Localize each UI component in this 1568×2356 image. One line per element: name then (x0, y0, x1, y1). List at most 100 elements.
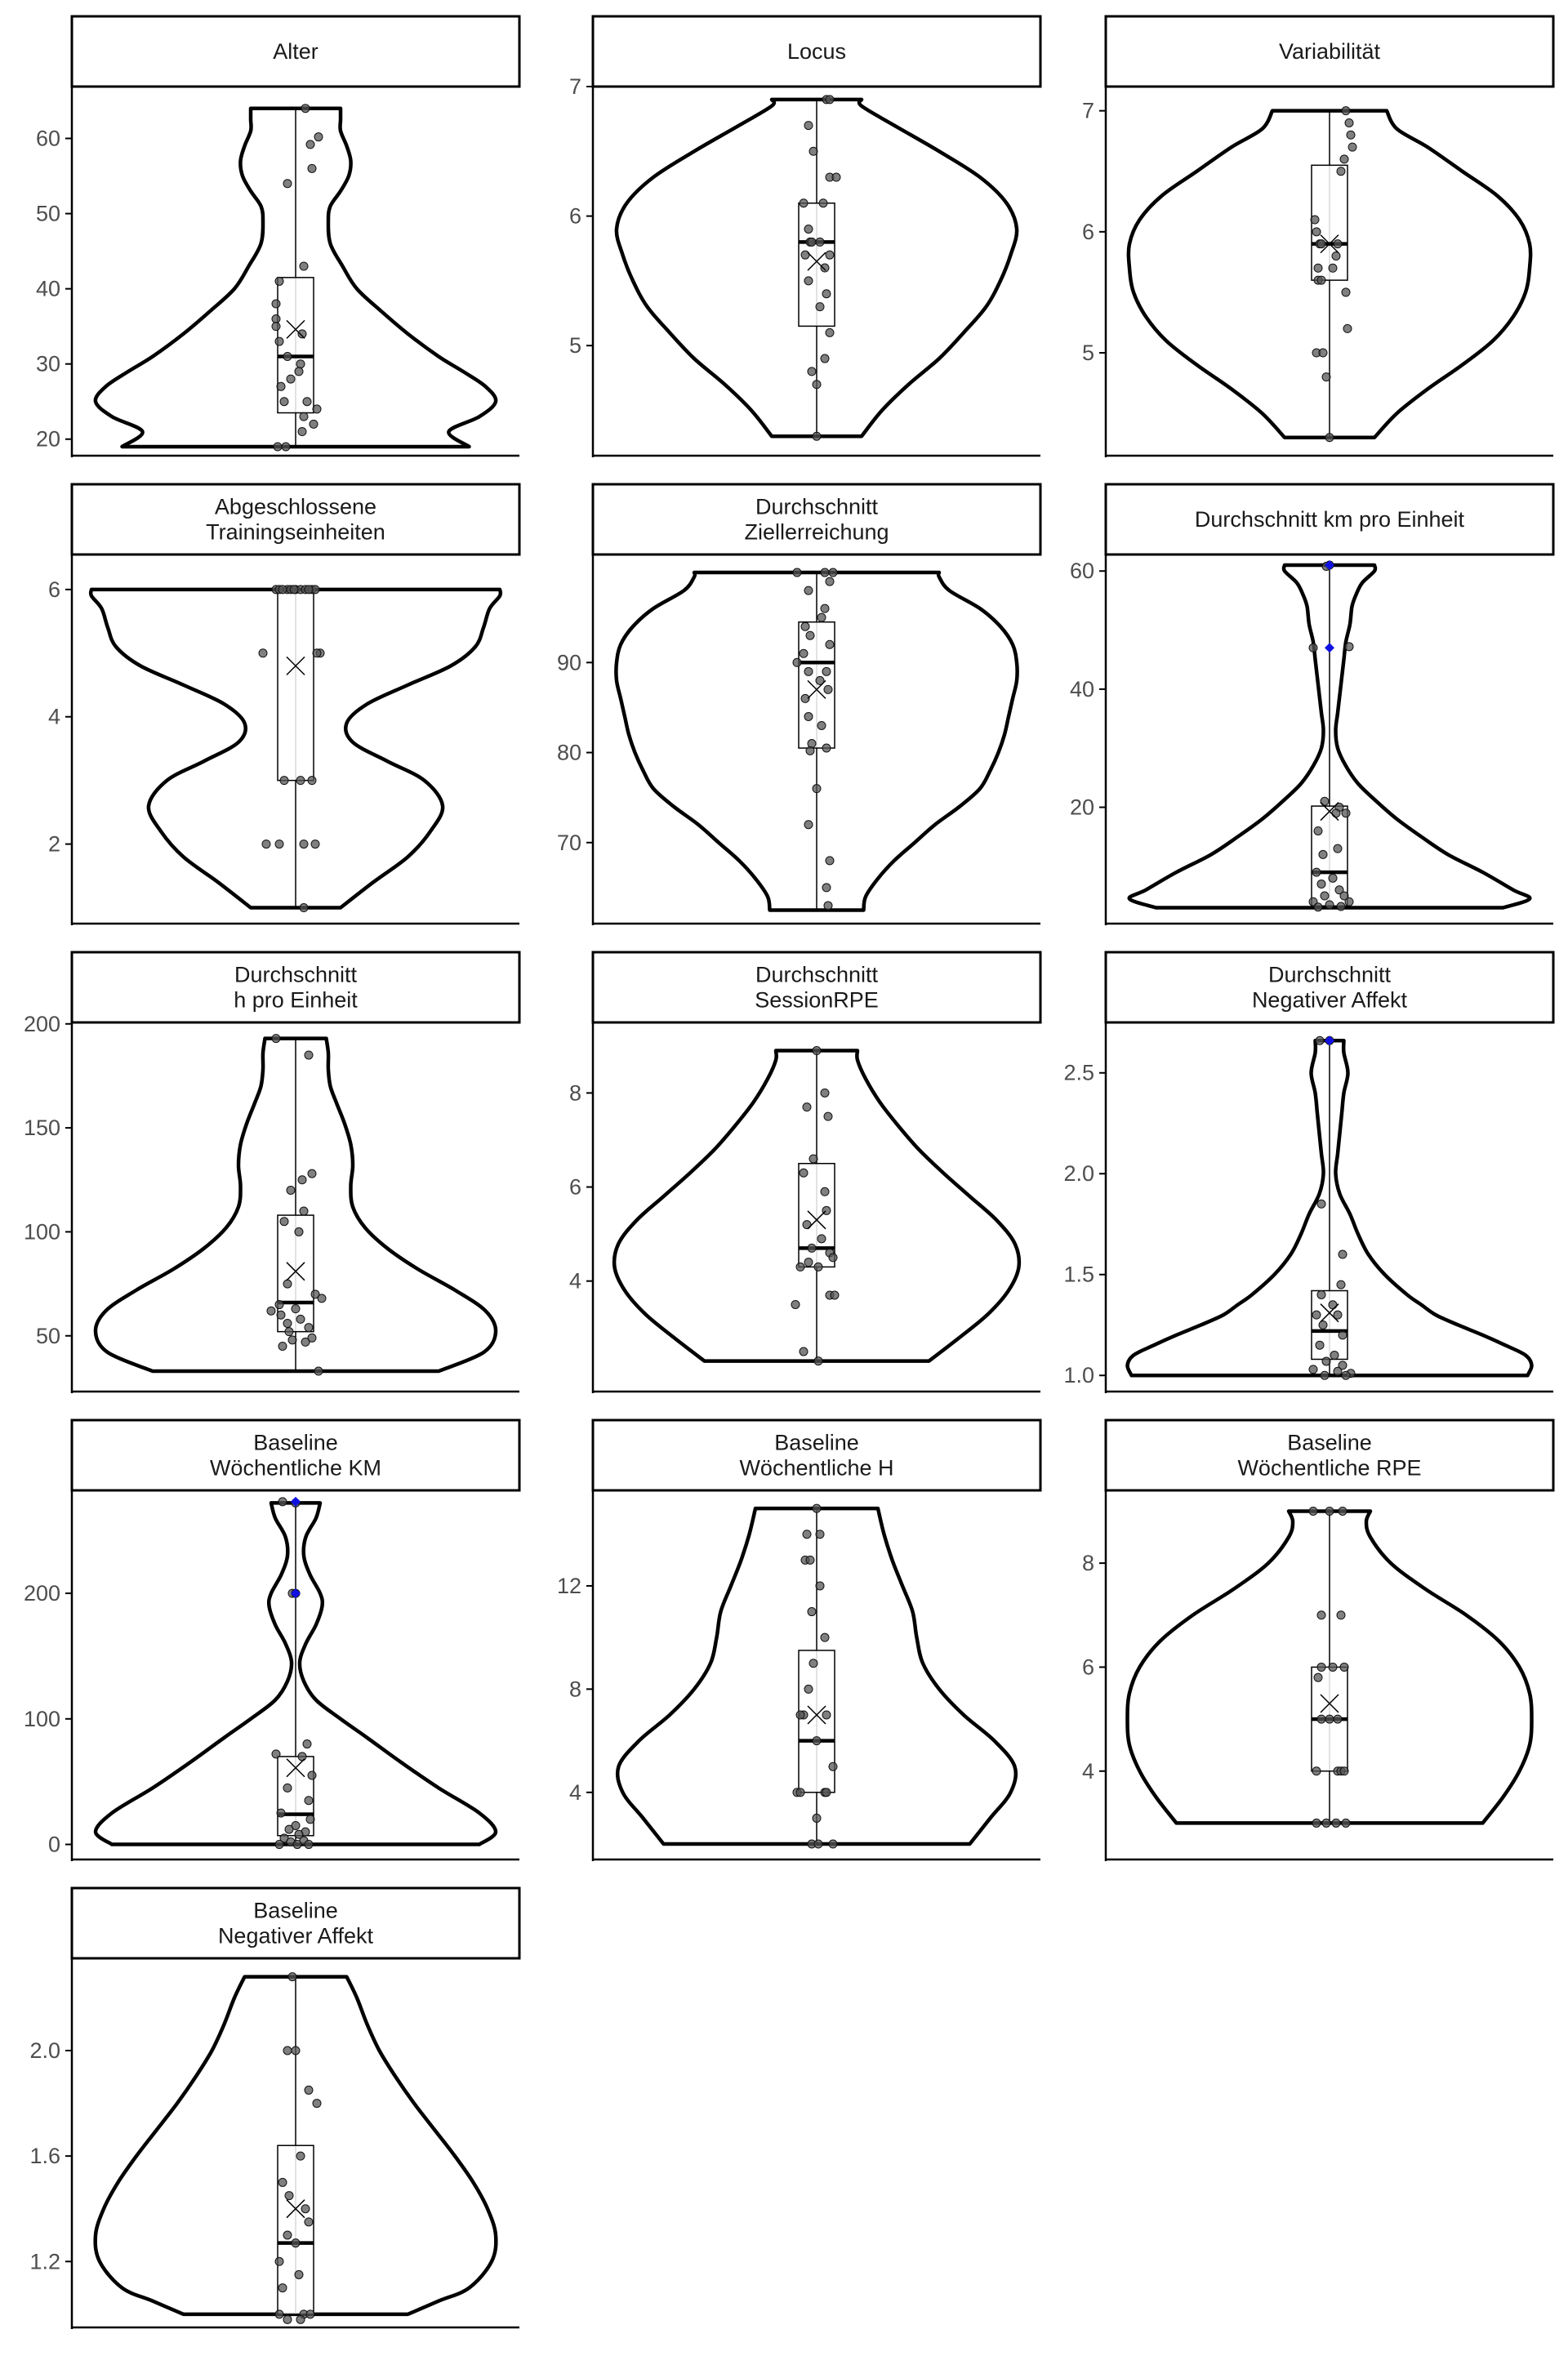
y-tick-label: 100 (24, 1707, 60, 1731)
data-point (286, 1186, 296, 1196)
data-point (291, 2046, 301, 2055)
data-point (800, 250, 810, 260)
data-point (271, 299, 281, 309)
data-point (310, 1289, 320, 1299)
y-tick-label: 0 (48, 1833, 60, 1857)
facet-strip (591, 483, 1042, 556)
data-point (296, 1314, 305, 1324)
data-point (283, 179, 292, 189)
data-point (822, 1788, 831, 1797)
data-point (823, 901, 833, 911)
panel-1: Locus 5 6 7 (569, 15, 1042, 457)
y-tick-label: 6 (1082, 1655, 1094, 1679)
facet-title: Durchschnitt (1268, 963, 1392, 987)
data-point (304, 1323, 314, 1333)
data-point (1331, 251, 1341, 261)
data-point (1313, 263, 1323, 273)
data-point (1308, 643, 1318, 652)
data-point (820, 263, 830, 273)
data-point (813, 1839, 823, 1849)
data-point (312, 2099, 322, 2109)
mean-marker (1320, 802, 1339, 822)
data-point (1346, 130, 1356, 140)
data-point (1316, 1289, 1326, 1299)
data-point (281, 442, 291, 452)
violin-outline (1127, 563, 1532, 910)
data-point (795, 1788, 805, 1797)
data-point (1331, 1818, 1341, 1828)
data-point (274, 2256, 284, 2266)
mean-marker (286, 1262, 305, 1281)
data-point (791, 1299, 800, 1309)
data-point (294, 367, 304, 376)
data-point (1318, 348, 1328, 358)
data-point (1320, 1370, 1330, 1380)
data-point (823, 684, 833, 694)
data-point (1313, 826, 1323, 835)
data-point (1330, 1351, 1339, 1361)
data-point (1333, 1310, 1343, 1320)
data-point (808, 1659, 818, 1668)
data-point (283, 351, 292, 361)
data-point (830, 1290, 840, 1300)
data-point (1320, 891, 1330, 901)
data-point (304, 2085, 314, 2095)
data-point (1344, 897, 1354, 906)
y-tick-label: 2.0 (1063, 1161, 1094, 1186)
iqr-box (1311, 1289, 1348, 1361)
violin-outline (93, 106, 498, 449)
data-point (795, 1262, 805, 1272)
data-point (799, 1347, 808, 1356)
data-point (812, 1736, 822, 1746)
y-tick-label: 40 (36, 277, 60, 301)
data-point (283, 2314, 292, 2324)
y-tick-label: 5 (569, 333, 581, 358)
y-tick-label: 7 (569, 74, 581, 99)
data-point (820, 568, 830, 577)
data-point (302, 397, 312, 407)
outlier-point (1325, 643, 1334, 653)
data-point (817, 720, 826, 730)
data-point (1308, 1365, 1318, 1374)
facet-title: Wöchentliche RPE (1237, 1456, 1421, 1481)
mean-marker (286, 2199, 305, 2219)
facet-strip (70, 483, 521, 556)
data-point (1315, 1035, 1325, 1045)
data-point (261, 840, 271, 849)
data-point (279, 776, 289, 786)
data-point (302, 1739, 312, 1749)
data-point (314, 1366, 323, 1376)
data-point (828, 1253, 838, 1263)
data-point (825, 95, 835, 105)
facet-title: Negativer Affekt (218, 1924, 374, 1948)
data-point (304, 1050, 314, 1060)
y-tick-label: 100 (24, 1219, 60, 1244)
facet-strip (70, 15, 521, 88)
facet-strip (70, 1418, 521, 1492)
data-point (802, 1530, 812, 1539)
y-tick-label: 4 (569, 1780, 581, 1805)
y-tick-label: 1.2 (29, 2249, 60, 2274)
facet-title: Trainingseinheiten (206, 520, 385, 545)
data-point (1313, 1672, 1323, 1682)
data-point (287, 1335, 297, 1345)
data-point (299, 412, 309, 421)
data-point (274, 2309, 284, 2319)
y-tick-label: 12 (557, 1574, 581, 1598)
data-point (310, 840, 320, 849)
data-point (1341, 1370, 1351, 1380)
data-point (1310, 215, 1320, 225)
violin-outline (614, 97, 1019, 439)
y-tick-label: 8 (1082, 1551, 1094, 1575)
data-point (1338, 1361, 1348, 1370)
data-point (822, 743, 831, 753)
data-point (1316, 1714, 1326, 1724)
data-point (1336, 1280, 1346, 1289)
data-point (314, 132, 323, 142)
data-point (304, 2217, 314, 2227)
mean-marker (807, 252, 826, 271)
data-point (1318, 849, 1328, 859)
